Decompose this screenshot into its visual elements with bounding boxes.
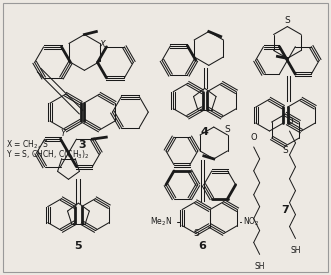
Text: 3: 3 — [78, 140, 86, 150]
Text: NO$_2$: NO$_2$ — [243, 215, 260, 228]
Text: Y = S, CHCH, C(CH$_3$)$_2$: Y = S, CHCH, C(CH$_3$)$_2$ — [6, 149, 89, 161]
Text: X: X — [99, 40, 105, 49]
Text: 5: 5 — [74, 241, 82, 251]
Text: X = CH$_2$, S: X = CH$_2$, S — [6, 139, 48, 151]
Text: Y: Y — [60, 129, 66, 138]
Text: O: O — [250, 133, 257, 142]
Text: S: S — [285, 16, 290, 25]
Text: SH: SH — [255, 262, 265, 271]
Text: 4: 4 — [201, 127, 209, 137]
Text: Me$_2$N: Me$_2$N — [150, 215, 172, 228]
Text: S: S — [225, 125, 230, 134]
Text: O: O — [286, 117, 293, 126]
Text: 6: 6 — [198, 241, 206, 251]
Text: S: S — [193, 229, 199, 238]
Text: 7: 7 — [282, 205, 289, 214]
Text: SH: SH — [290, 246, 301, 255]
Text: S: S — [283, 146, 288, 155]
